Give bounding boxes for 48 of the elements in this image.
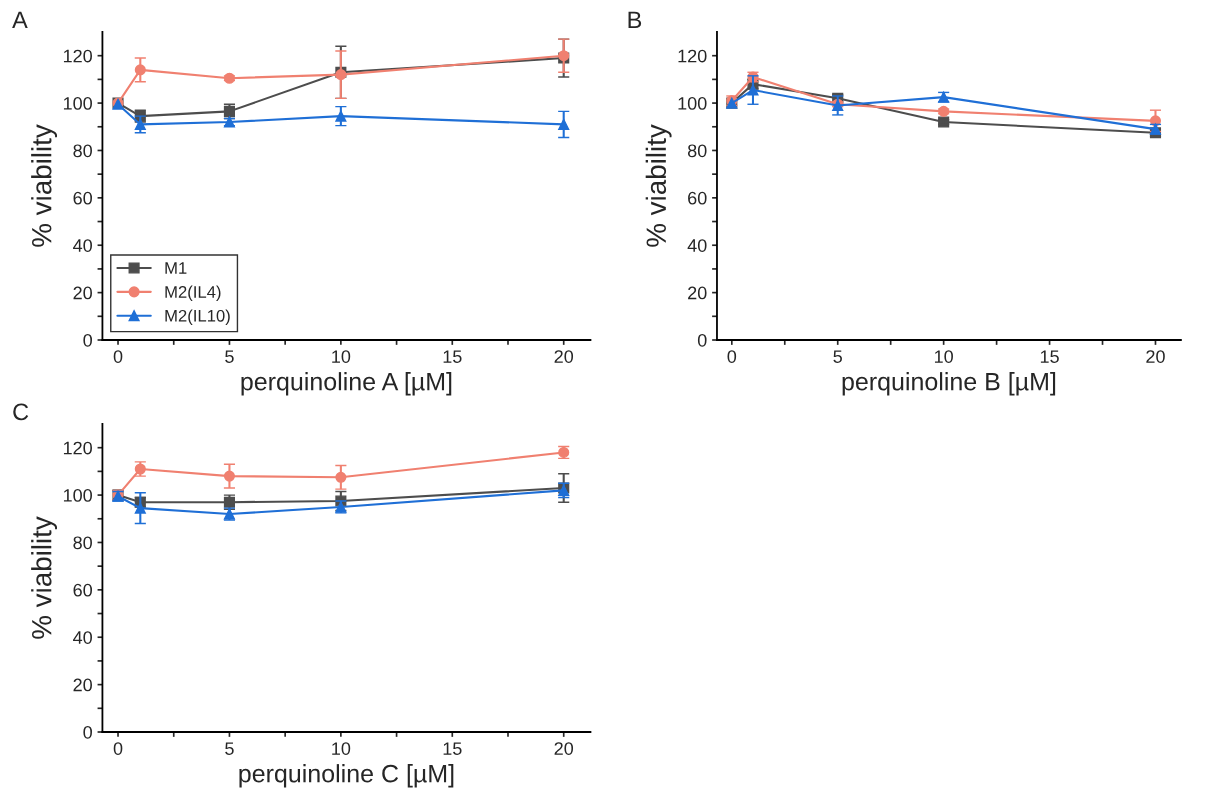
- chart-title: C: [13, 403, 29, 421]
- y-tick-label: 80: [73, 536, 92, 550]
- x-tick-label: 20: [554, 350, 574, 363]
- x-tick-label: 5: [225, 350, 234, 363]
- chart-title: B: [628, 11, 642, 28]
- x-tick-label: 10: [332, 350, 351, 363]
- y-tick-label: 40: [73, 239, 92, 252]
- x-tick-label: 20: [1146, 350, 1165, 363]
- x-tick-label: 0: [113, 350, 123, 363]
- y-tick-label: 60: [73, 191, 92, 205]
- x-axis-title: perquinoline A [µM]: [241, 372, 452, 396]
- y-tick-label: 120: [678, 49, 707, 63]
- x-tick-label: 5: [225, 742, 234, 755]
- x-tick-label: 5: [833, 350, 842, 363]
- x-tick-label: 20: [554, 742, 574, 755]
- y-tick-label: 60: [73, 583, 92, 597]
- y-tick-label: 40: [687, 239, 707, 252]
- y-tick-label: 100: [63, 489, 92, 502]
- y-tick-label: 100: [678, 97, 707, 110]
- y-tick-label: 60: [688, 191, 707, 205]
- y-tick-label: 120: [63, 441, 92, 455]
- y-tick-label: 0: [697, 333, 707, 347]
- y-tick-label: 20: [688, 286, 707, 300]
- x-axis-title: perquinoline B [µM]: [842, 372, 1056, 396]
- x-tick-label: 10: [934, 350, 953, 363]
- y-tick-label: 80: [73, 144, 92, 158]
- y-axis-title: % viability: [645, 124, 672, 247]
- chart-title: A: [12, 11, 28, 28]
- y-tick-label: 20: [73, 678, 92, 692]
- y-tick-label: 0: [83, 725, 92, 739]
- legend-label: M2(IL10): [165, 309, 230, 325]
- x-tick-label: 0: [727, 350, 737, 363]
- x-tick-label: 15: [1040, 350, 1059, 363]
- y-axis-title: % viability: [31, 124, 58, 247]
- y-tick-label: 120: [63, 49, 92, 63]
- x-axis-title: perquinoline C [µM]: [239, 764, 454, 788]
- x-tick-label: 10: [332, 742, 351, 755]
- x-tick-label: 15: [443, 742, 462, 755]
- x-tick-label: 0: [113, 742, 123, 755]
- legend-label: M2(IL4): [165, 285, 221, 302]
- x-tick-label: 15: [443, 350, 462, 363]
- y-tick-label: 20: [73, 286, 92, 300]
- y-tick-label: 0: [83, 333, 92, 347]
- y-tick-label: 40: [73, 631, 92, 644]
- y-tick-label: 100: [63, 97, 92, 110]
- y-axis-title: % viability: [31, 516, 58, 639]
- y-tick-label: 80: [687, 144, 707, 158]
- legend-label: M1: [165, 262, 187, 274]
